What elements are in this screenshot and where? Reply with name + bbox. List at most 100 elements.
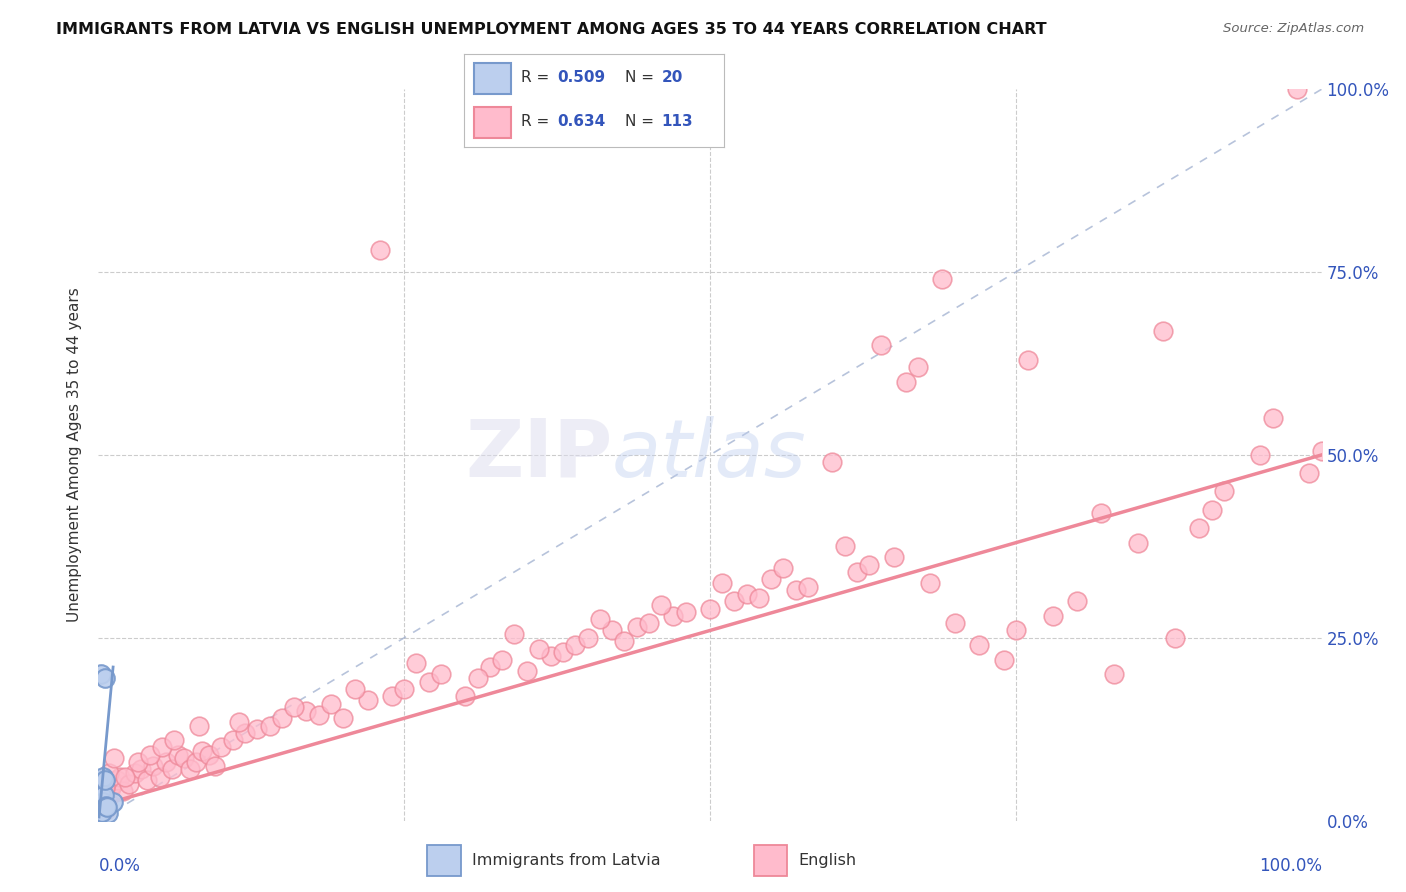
Point (93, 788, 115, 802)
Point (723, 594, 745, 608)
Point (197, 747, 219, 762)
Point (1250, 448, 1272, 462)
Point (142, 758, 165, 772)
Point (748, 591, 770, 605)
Point (1261, 411, 1284, 425)
Point (97, 791, 120, 805)
Point (89, 806, 111, 821)
Point (931, 272, 953, 286)
Point (883, 550, 905, 565)
Point (1102, 667, 1125, 681)
Point (454, 690, 477, 704)
Point (91, 770, 114, 784)
Point (368, 243, 391, 257)
Point (90, 796, 112, 810)
Point (91, 791, 114, 805)
Point (173, 751, 195, 765)
Point (96, 800, 118, 814)
FancyBboxPatch shape (474, 63, 510, 94)
Point (94, 799, 117, 814)
Point (150, 740, 173, 755)
Point (98, 766, 121, 780)
Y-axis label: Unemployment Among Ages 35 to 44 years: Unemployment Among Ages 35 to 44 years (67, 287, 83, 623)
Text: ZIP: ZIP (465, 416, 612, 494)
Point (1152, 324, 1174, 338)
Point (1004, 624, 1026, 638)
Point (222, 733, 245, 747)
Point (870, 338, 893, 352)
Point (1310, 444, 1333, 458)
Point (308, 707, 330, 722)
Point (90, 803, 112, 817)
Point (1188, 521, 1211, 535)
Point (129, 763, 152, 777)
Point (1042, 608, 1064, 623)
Point (553, 645, 575, 659)
Point (90, 796, 112, 810)
Text: atlas: atlas (612, 416, 807, 494)
Point (711, 576, 734, 591)
Point (118, 777, 141, 791)
Point (344, 681, 367, 696)
Text: R =: R = (522, 114, 554, 129)
Point (187, 718, 209, 732)
Point (967, 638, 990, 652)
Point (101, 796, 124, 810)
Point (105, 773, 128, 788)
Point (319, 697, 342, 711)
Text: 113: 113 (662, 114, 693, 129)
Point (270, 711, 294, 725)
Point (894, 375, 917, 389)
Point (650, 598, 672, 612)
Point (1066, 594, 1088, 608)
Point (93, 799, 115, 814)
Point (478, 660, 501, 674)
Point (1164, 631, 1187, 645)
Point (785, 583, 807, 598)
Point (91, 788, 114, 802)
Point (503, 627, 526, 641)
Point (1201, 503, 1223, 517)
Text: N =: N = (626, 114, 659, 129)
Text: 0.509: 0.509 (558, 70, 606, 86)
Point (94, 773, 117, 788)
Point (87, 777, 110, 791)
Point (613, 634, 636, 648)
Point (1090, 507, 1112, 521)
Point (89, 799, 111, 814)
Point (155, 755, 177, 769)
Point (845, 565, 868, 579)
Point (943, 616, 966, 631)
Point (761, 572, 783, 586)
Point (675, 605, 697, 619)
Point (209, 740, 232, 755)
Point (467, 671, 489, 685)
Text: 0.634: 0.634 (558, 114, 606, 129)
Point (114, 770, 136, 784)
Point (204, 758, 226, 772)
Point (1286, 82, 1309, 96)
Point (405, 657, 427, 671)
Point (834, 539, 856, 553)
Point (110, 770, 132, 784)
Point (91, 796, 114, 810)
Point (139, 747, 162, 762)
Point (228, 714, 250, 729)
Point (564, 638, 586, 652)
Point (87, 806, 110, 821)
Point (1128, 535, 1150, 549)
Point (332, 711, 354, 725)
Point (163, 733, 186, 747)
Point (295, 704, 318, 718)
Point (699, 601, 721, 615)
Text: 20: 20 (662, 70, 683, 86)
FancyBboxPatch shape (754, 846, 787, 876)
Point (993, 653, 1015, 667)
Point (626, 620, 648, 634)
Point (90, 667, 112, 681)
Point (179, 763, 201, 777)
Point (186, 755, 208, 769)
Point (1212, 484, 1234, 499)
Point (772, 561, 794, 575)
Point (160, 763, 183, 777)
